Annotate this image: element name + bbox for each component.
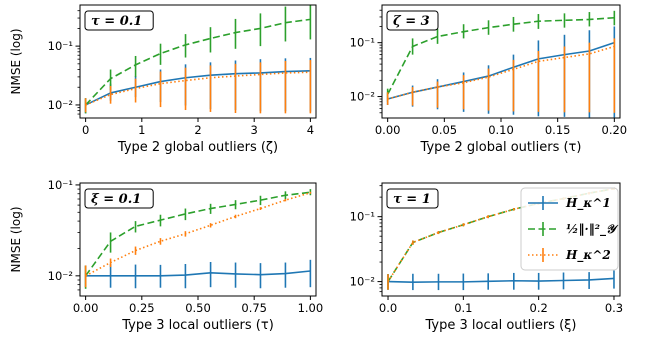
series-line (85, 191, 311, 277)
x-tick-label: 0.10 (488, 123, 514, 137)
series-line (387, 41, 615, 100)
legend-label: ½‖·‖²_𝒴 (566, 222, 619, 237)
x-tick-label: 0.20 (602, 123, 628, 137)
x-tick-label: 0.50 (185, 301, 211, 315)
x-tick-label: 1 (138, 123, 145, 137)
legend-box (520, 187, 619, 271)
parameter-annotation: τ = 1 (386, 188, 439, 209)
legend-label: H_κ^1 (565, 196, 611, 211)
x-tick-label: 0 (82, 123, 89, 137)
x-axis-label: Type 2 global outliers (ζ) (117, 140, 278, 155)
y-axis-label: NMSE (log) (9, 207, 23, 273)
x-tick-label: 0.3 (605, 301, 623, 315)
annotation-box (84, 10, 154, 31)
series-3 (84, 191, 312, 288)
y-tick-label: 10⁻² (48, 98, 73, 112)
x-tick-label: 0.2 (530, 301, 548, 315)
x-axis-label: Type 3 local outliers (τ) (121, 318, 274, 333)
y-tick-label: 10⁻¹ (350, 210, 375, 224)
axes-frame (381, 182, 621, 297)
annotation-box (386, 188, 439, 209)
annotation-box (386, 10, 439, 31)
series-line (85, 18, 311, 106)
parameter-annotation: ξ = 0.1 (84, 188, 154, 209)
x-axis: 0.00 0.25 0.50 0.75 1.00 Type 3 local outlier… (73, 296, 323, 333)
legend-entry: ½‖·‖²_𝒴 (528, 222, 619, 237)
annotation-box (84, 188, 154, 209)
y-axis-label: NMSE (log) (9, 29, 23, 95)
series-1 (387, 270, 615, 291)
series-group (84, 189, 312, 289)
series-2 (84, 189, 312, 289)
series-1 (84, 259, 312, 289)
series-2 (84, 5, 312, 114)
parameter-annotation: τ = 0.1 (84, 10, 154, 31)
x-tick-label: 4 (307, 123, 314, 137)
x-axis: 0.0 0.1 0.2 0.3 Type 3 local outliers (ξ) (379, 296, 623, 333)
x-axis: 0 1 2 3 4 Type 2 global outliers (ζ) (82, 118, 314, 155)
x-tick-label: 0.1 (454, 301, 472, 315)
y-tick-label: 10⁻¹ (48, 39, 73, 53)
y-tick-label: 10⁻¹ (48, 178, 73, 192)
series-line (386, 16, 615, 95)
legend-entry: H_κ^2 (528, 248, 611, 263)
x-tick-label: 0.05 (432, 123, 458, 137)
x-tick-label: 0.00 (73, 301, 99, 315)
y-tick-label: 10⁻² (350, 90, 375, 104)
legend-label: H_κ^2 (565, 248, 611, 263)
legend-entry: H_κ^1 (528, 196, 611, 211)
y-tick-label: 10⁻² (350, 275, 375, 289)
y-axis: 10⁻² 10⁻¹ (350, 185, 382, 293)
x-tick-label: 3 (251, 123, 258, 137)
annotation-text: ζ = 3 (393, 14, 430, 29)
x-tick-label: 1.00 (298, 301, 324, 315)
x-tick-label: 0.00 (375, 123, 401, 137)
series-line (85, 270, 311, 277)
series-2 (386, 10, 616, 102)
y-axis: 10⁻² 10⁻¹ (350, 9, 382, 114)
series-line (388, 277, 615, 283)
chart-panel-2: 0.00 0.05 0.10 0.15 0.20 Type 2 global outlie… (350, 4, 627, 155)
y-axis: 10⁻² 10⁻¹ NMSE (log) (9, 178, 80, 291)
chart-panel-3: 0.00 0.25 0.50 0.75 1.00 Type 3 local outlier… (9, 178, 323, 333)
series-line (387, 45, 615, 100)
annotation-text: τ = 0.1 (91, 14, 142, 29)
series-line (85, 70, 311, 106)
legend: H_κ^1 ½‖·‖²_𝒴 H_κ^2 (520, 187, 619, 271)
x-tick-label: 0.25 (129, 301, 155, 315)
x-tick-label: 0.0 (379, 301, 397, 315)
y-axis: 10⁻² 10⁻¹ NMSE (log) (9, 10, 80, 115)
y-tick-label: 10⁻¹ (350, 36, 375, 50)
series-group (386, 10, 616, 118)
x-tick-label: 0.75 (241, 301, 267, 315)
series-line (84, 191, 311, 277)
series-3 (84, 60, 312, 114)
x-tick-label: 0.15 (545, 123, 571, 137)
series-group (84, 5, 312, 114)
annotation-text: ξ = 0.1 (91, 192, 141, 207)
y-tick-label: 10⁻² (48, 269, 73, 283)
x-tick-label: 2 (194, 123, 201, 137)
x-axis-label: Type 3 local outliers (ξ) (425, 318, 577, 333)
x-axis-label: Type 2 global outliers (τ) (420, 140, 582, 155)
chart-panel-1: 0 1 2 3 4 Type 2 global outliers (ζ) 10⁻² 10⁻¹ N… (9, 4, 317, 155)
x-axis: 0.00 0.05 0.10 0.15 0.20 Type 2 global outlie… (375, 118, 627, 155)
parameter-annotation: ζ = 3 (386, 10, 439, 31)
annotation-text: τ = 1 (393, 192, 431, 207)
series-3 (386, 38, 616, 113)
